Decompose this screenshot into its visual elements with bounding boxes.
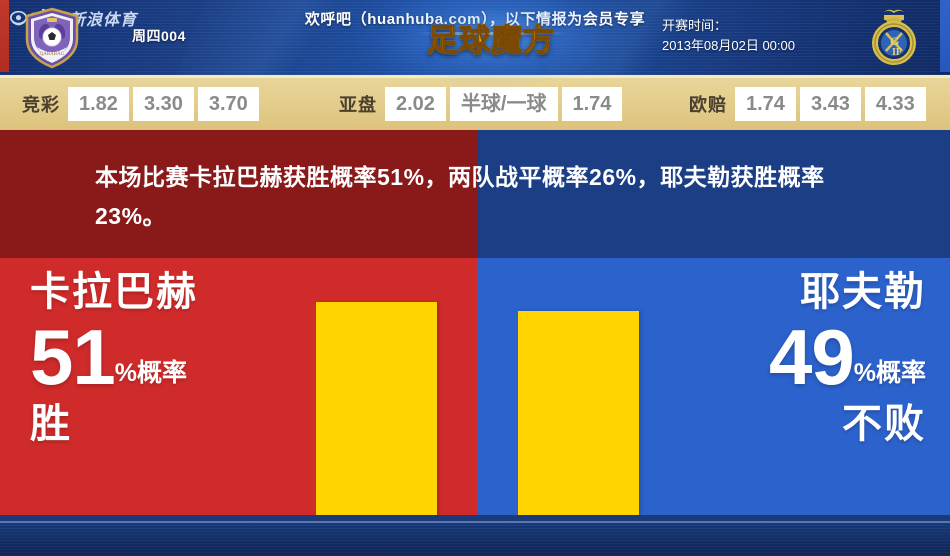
summary-banner [0, 130, 950, 258]
footer-top-rule [0, 521, 950, 523]
svg-text:QARABAG: QARABAG [40, 52, 65, 57]
footer-texture [0, 521, 950, 556]
summary-banner-left-half [0, 130, 477, 258]
away-team-name: 耶夫勒 [800, 270, 926, 314]
header-accent-stripe-right [940, 0, 950, 72]
odds-group-label: 竞彩 [22, 95, 60, 115]
home-probability-row: 51 %概率 [30, 313, 198, 401]
away-probability-suffix: %概率 [853, 359, 926, 387]
odds-cell-asian-away[interactable]: 1.74 [561, 87, 623, 121]
home-probability-bar [316, 302, 437, 515]
home-probability-suffix: %概率 [114, 359, 187, 387]
home-probability-value: 51 [30, 313, 116, 401]
odds-cell-euro-away[interactable]: 4.33 [864, 87, 926, 121]
kickoff-time-label: 开赛时间： [662, 18, 728, 33]
brand-logo-text: 足球魔方 [426, 15, 555, 60]
match-id-label: 周四004 [132, 28, 186, 44]
odds-cell-euro-draw[interactable]: 3.43 [799, 87, 861, 121]
away-probability-bar [518, 311, 639, 515]
summary-banner-text: 本场比赛卡拉巴赫获胜概率51%，两队战平概率26%，耶夫勒获胜概率23%。 [95, 164, 825, 229]
svg-text:IF: IF [892, 47, 902, 58]
sina-logo-cn: 新浪体育 [69, 12, 138, 29]
odds-cell-draw[interactable]: 3.30 [132, 87, 194, 121]
odds-cell-away-win[interactable]: 3.70 [197, 87, 259, 121]
odds-cell-euro-home[interactable]: 1.74 [735, 87, 796, 121]
odds-cell-asian-home[interactable]: 2.02 [385, 87, 446, 121]
away-probability-row: 49 %概率 [769, 313, 926, 401]
odds-group-oupei: 欧赔 1.74 3.43 4.33 [689, 87, 926, 121]
odds-group-jingcai: 竞彩 1.82 3.30 3.70 [22, 87, 259, 121]
svg-text:GEFLE: GEFLE [887, 60, 901, 65]
odds-group-yapan: 亚盘 2.02 半球/一球 1.74 [339, 87, 623, 121]
odds-cell-home-win[interactable]: 1.82 [68, 87, 129, 121]
odds-group-label: 亚盘 [339, 95, 377, 115]
svg-text:G: G [890, 34, 899, 48]
brand-logo: 足球魔方 [381, 0, 601, 88]
summary-banner-right-half [477, 130, 950, 258]
footer-promo-note: 欢呼吧（huanhuba.com），以下情报为会员专享 [0, 8, 950, 29]
odds-group-label: 欧赔 [689, 95, 727, 115]
home-team-crest-icon: QARABAG [22, 7, 82, 69]
home-outcome-label: 胜 [30, 402, 72, 446]
away-team-crest-icon: G IF GEFLE [864, 7, 924, 69]
home-team-block: 卡拉巴赫 51 %概率 胜 [30, 268, 198, 448]
home-team-name: 卡拉巴赫 [30, 270, 198, 314]
away-probability-value: 49 [769, 313, 855, 401]
header-accent-stripe-left [0, 0, 9, 72]
kickoff-time-value: 2013年08月02日 00:00 [662, 38, 795, 53]
kickoff-time-block: 开赛时间： 2013年08月02日 00:00 [662, 16, 795, 56]
away-outcome-label: 不败 [842, 402, 926, 446]
away-team-block: 耶夫勒 49 %概率 不败 [769, 268, 926, 448]
footer-bar [0, 521, 950, 556]
odds-cell-asian-handicap[interactable]: 半球/一球 [449, 87, 558, 121]
odds-bar: 竞彩 1.82 3.30 3.70 亚盘 2.02 半球/一球 1.74 欧赔 … [0, 75, 950, 130]
